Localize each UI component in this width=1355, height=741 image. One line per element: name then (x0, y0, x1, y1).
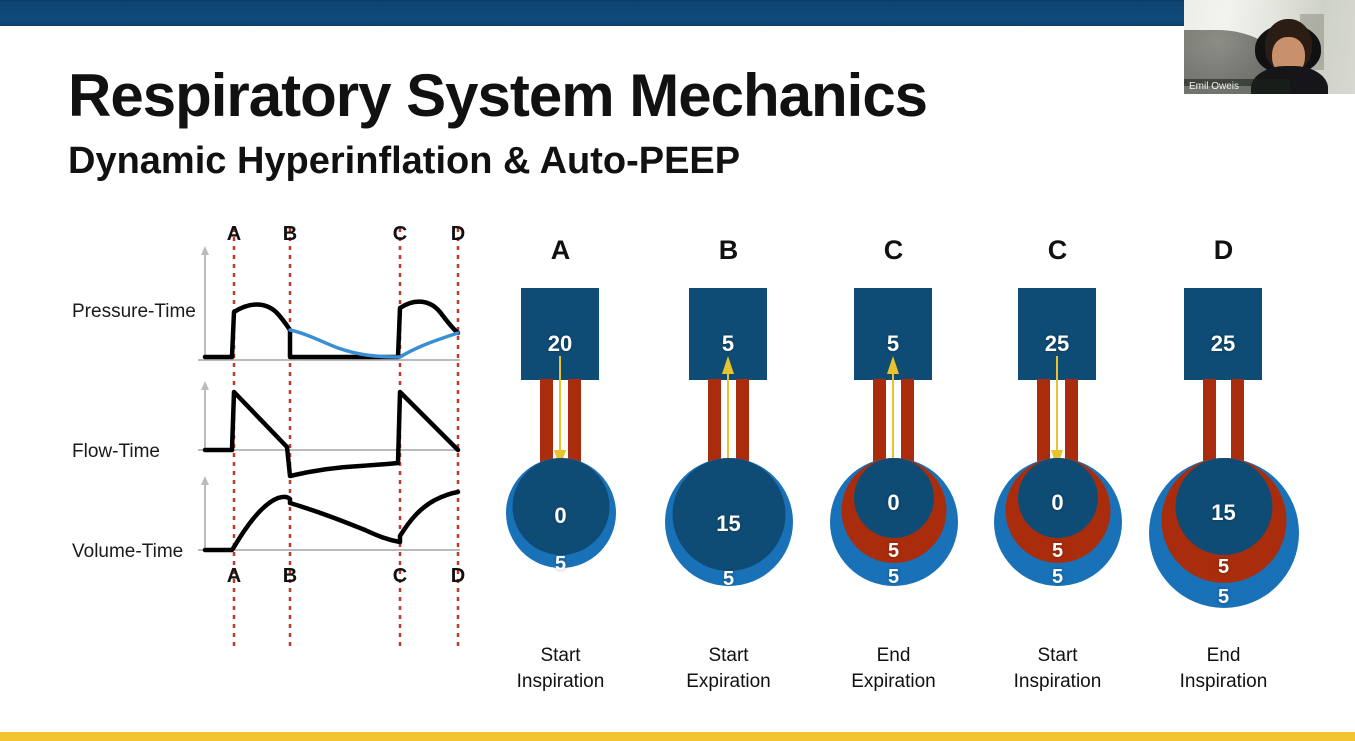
svg-text:B: B (283, 565, 297, 587)
svg-text:D: D (451, 223, 465, 245)
svg-text:A: A (227, 565, 241, 587)
svg-text:Flow-Time: Flow-Time (72, 441, 160, 462)
svg-text:Volume-Time: Volume-Time (72, 541, 183, 562)
svg-text:D: D (451, 565, 465, 587)
svg-text:A: A (227, 223, 241, 245)
svg-text:Pressure-Time: Pressure-Time (72, 301, 196, 322)
svg-text:C: C (393, 565, 407, 587)
svg-text:B: B (283, 223, 297, 245)
svg-text:C: C (393, 223, 407, 245)
